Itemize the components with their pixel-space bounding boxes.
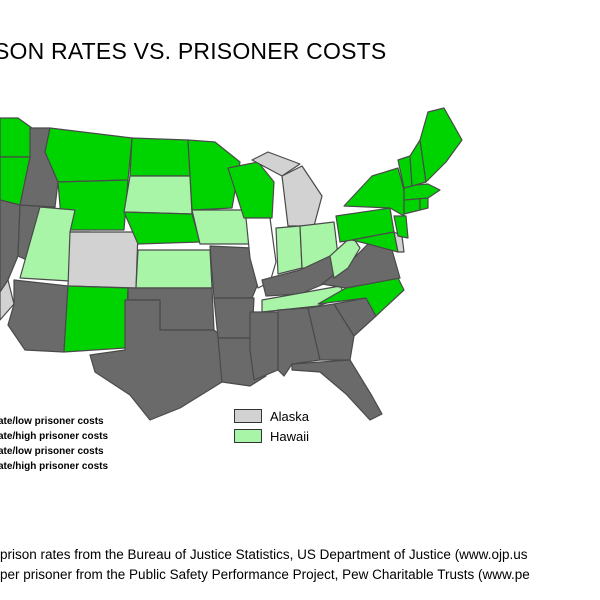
- state-arkansas: [213, 297, 255, 339]
- state-michigan: [281, 165, 323, 227]
- source-text: prison rates from the Bureau of Justice …: [0, 545, 530, 585]
- source-line: per prisoner from the Public Safety Perf…: [0, 567, 530, 582]
- state-massachusetts: [403, 183, 441, 201]
- state-maine: [419, 107, 463, 183]
- state-iowa: [191, 209, 251, 245]
- alaska-swatch: [234, 409, 262, 423]
- source-line: prison rates from the Bureau of Justice …: [0, 547, 528, 562]
- state-wisconsin: [227, 161, 275, 219]
- legend-left-item: ate/high prisoner costs: [0, 431, 109, 442]
- state-arizona: [7, 279, 69, 353]
- state-north-dakota: [129, 137, 191, 177]
- state-michigan-up: [251, 151, 301, 177]
- state-indiana: [275, 225, 303, 275]
- state-california: [0, 199, 21, 293]
- map-title: SON RATES VS. PRISONER COSTS: [0, 38, 387, 64]
- legend-left: ate/low prisoner costs ate/high prisoner…: [0, 414, 108, 474]
- legend-left-item: ate/low prisoner costs: [0, 416, 104, 427]
- state-texas: [89, 299, 227, 421]
- alaska-label: Alaska: [270, 408, 310, 424]
- state-new-york: [343, 167, 405, 217]
- state-rhode-island: [419, 197, 429, 211]
- state-new-mexico: [63, 285, 129, 353]
- state-washington: [0, 117, 33, 158]
- state-new-jersey: [393, 215, 409, 239]
- state-nebraska: [123, 211, 201, 245]
- legend-hawaii: Hawaii: [234, 426, 309, 446]
- state-kansas: [135, 249, 213, 289]
- state-mississippi: [249, 311, 279, 381]
- hawaii-label: Hawaii: [270, 428, 310, 444]
- state-montana: [44, 127, 133, 183]
- state-florida: [291, 359, 383, 421]
- legend-left-item: ate/low prisoner costs: [0, 446, 104, 457]
- legend-right: Alaska Hawaii: [234, 406, 309, 446]
- hawaii-swatch: [234, 429, 262, 443]
- state-colorado: [67, 231, 139, 289]
- legend-alaska: Alaska: [234, 406, 309, 426]
- legend-left-item: ate/high prisoner costs: [0, 461, 109, 472]
- state-south-dakota: [123, 175, 193, 215]
